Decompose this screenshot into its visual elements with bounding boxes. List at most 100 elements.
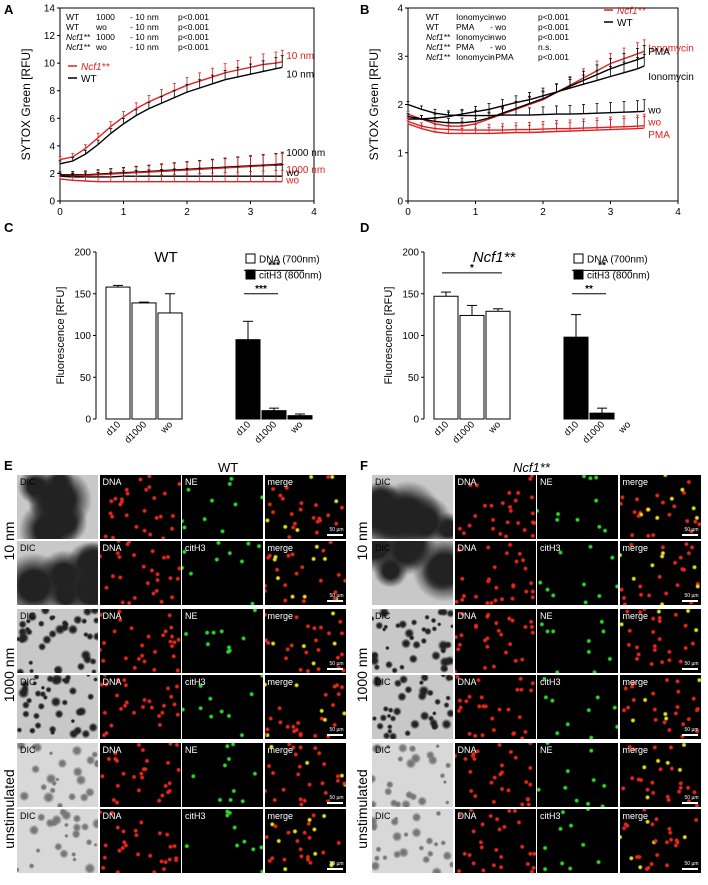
stats-cell: WT [426, 22, 439, 32]
micrograph-channel-label: merge [622, 745, 649, 755]
y-tick-label: 0 [85, 415, 91, 426]
micrograph-channel-label: NE [540, 745, 553, 755]
micrograph-row-group-label: 1000 nm [354, 647, 370, 702]
bar [287, 415, 313, 420]
scale-bar-label: 50 µm [329, 860, 344, 867]
micrograph-channel-label: DNA [102, 676, 122, 687]
y-tick-label: 14 [44, 4, 56, 15]
micrograph-merge-panel: merge 50 µm [619, 808, 701, 873]
micrograph-channel-label: DIC [20, 542, 36, 553]
chart-title: Ncf1** [473, 249, 517, 266]
category-label: d10 [104, 419, 123, 438]
micrograph-channel-label: DNA [457, 745, 477, 755]
micrograph-dna-panel: DNA [99, 743, 181, 807]
bar [261, 410, 287, 420]
micrograph-dna-panel: DNA [454, 475, 536, 539]
scale-bar [326, 599, 343, 602]
chart-b: 0123401234time [h]SYTOX Green [RFU]WTIon… [367, 4, 694, 219]
y-tick-label: 100 [402, 331, 419, 342]
scale-bar [326, 733, 343, 736]
micrograph-row-group-label: unstimulated [354, 768, 370, 849]
x-tick-label: 1 [121, 207, 127, 218]
series-line [59, 178, 283, 183]
scale-bar [681, 599, 698, 602]
micrograph-row-group-label: 10 nm [354, 521, 370, 560]
panel-letter-c: C [4, 220, 14, 235]
significance-label: * [470, 263, 474, 274]
stats-cell: p<0.001 [538, 22, 569, 32]
chart-a: 0246810121401234time [h]SYTOX Green [RFU… [19, 4, 325, 219]
category-label: wo [616, 419, 633, 436]
series-end-label: Ionomycin [648, 43, 694, 54]
x-tick-label: 1 [473, 207, 479, 218]
micrograph-channel-label: merge [267, 611, 294, 621]
significance-label: *** [268, 260, 280, 271]
stats-cell: wo [95, 22, 107, 32]
y-tick-label: 12 [44, 31, 56, 42]
scale-bar [681, 534, 698, 536]
micrograph-merge-panel: merge 50 µm [264, 743, 346, 807]
x-tick-label: 2 [540, 207, 546, 218]
category-label: d10 [432, 419, 451, 438]
y-tick-label: 2 [397, 100, 403, 111]
scale-bar-label: 50 µm [329, 527, 344, 533]
micrograph-dic-panel: DIC [17, 674, 98, 739]
micrograph-cith3-panel: citH3 [537, 540, 618, 605]
micrograph-dna-panel: DNA [99, 475, 181, 539]
series-end-label: 10 nm [286, 69, 314, 80]
micrograph-channel-label: citH3 [540, 542, 561, 553]
y-tick-label: 4 [397, 4, 403, 15]
category-label: d1000 [451, 419, 477, 445]
micrograph-channel-label: DNA [457, 676, 477, 687]
micrograph-merge-panel: merge 50 µm [619, 743, 701, 807]
micrograph-row-group-label: unstimulated [1, 768, 17, 849]
scale-bar-label: 50 µm [329, 795, 344, 801]
micrograph-channel-label: DIC [375, 477, 391, 487]
micrograph-channel-label: citH3 [540, 676, 561, 687]
legend-swatch [245, 253, 256, 264]
micrograph-dna-panel: DNA [454, 609, 536, 673]
micrograph-title-wt: WT [218, 460, 239, 475]
bar [563, 336, 589, 420]
bar [485, 310, 511, 420]
y-axis-label: SYTOX Green [RFU] [367, 49, 381, 161]
significance-label: ** [585, 284, 593, 295]
micrograph-dic-panel: DIC [17, 743, 98, 807]
x-tick-label: 3 [608, 207, 614, 218]
micrograph-channel-label: NE [540, 611, 553, 621]
bar [433, 295, 459, 420]
y-tick-label: 4 [49, 141, 55, 152]
micrograph-channel-label: DNA [102, 542, 122, 553]
micrograph-row-group-label: 10 nm [1, 521, 17, 560]
micrograph-channel-label: citH3 [185, 676, 206, 687]
micrograph-merge-panel: merge 50 µm [264, 540, 346, 605]
stats-cell: - wo [490, 42, 506, 52]
scale-bar [681, 802, 698, 804]
micrograph-cith3-panel: citH3 [537, 808, 618, 873]
micrograph-ne-panel: NE [537, 475, 618, 539]
micrograph-channel-label: merge [267, 542, 294, 553]
bar [157, 312, 183, 420]
scale-bar-label: 50 µm [684, 795, 699, 801]
micrograph-merge-panel: merge 50 µm [264, 475, 346, 539]
micrograph-merge-panel: merge 50 µm [264, 808, 346, 873]
stats-cell: - 10 nm [130, 22, 159, 32]
scale-bar [326, 668, 343, 670]
micrograph-channel-label: NE [540, 477, 553, 487]
legend-label: citH3 (800nm) [259, 271, 322, 282]
y-axis-label: Fluorescence [RFU] [383, 287, 395, 385]
micrograph-dna-panel: DNA [99, 540, 181, 605]
micrograph-dna-panel: DNA [454, 743, 536, 807]
category-label: wo [158, 419, 175, 436]
chart-title: WT [154, 249, 177, 266]
legend-label: citH3 (800nm) [587, 271, 650, 282]
micrograph-merge-panel: merge 50 µm [619, 540, 701, 605]
micrograph-channel-label: merge [267, 810, 294, 821]
panel-letter-e: E [4, 458, 13, 473]
x-tick-label: 4 [675, 207, 681, 218]
micrograph-dna-panel: DNA [99, 674, 181, 739]
category-label: d1000 [123, 419, 149, 445]
stats-cell: - PMA [490, 52, 514, 62]
micrograph-channel-label: DIC [20, 810, 36, 821]
micrograph-merge-panel: merge 50 µm [619, 674, 701, 739]
